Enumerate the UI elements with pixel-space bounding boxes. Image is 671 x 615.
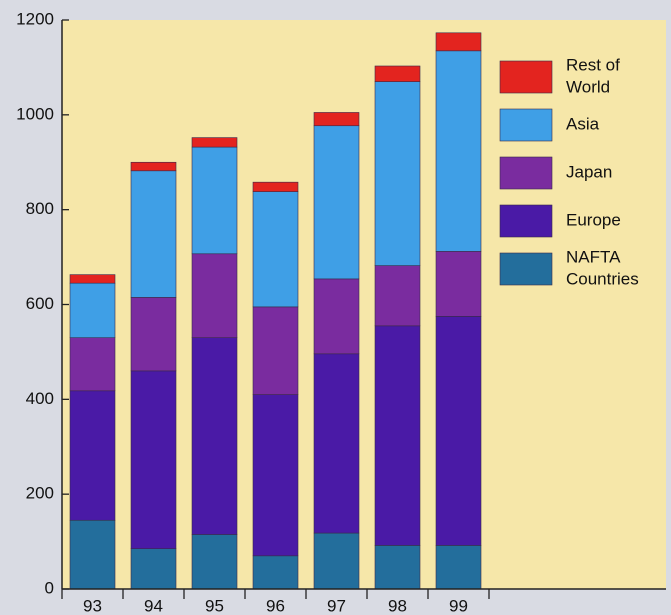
y-tick-label-600: 600: [26, 294, 54, 313]
x-tick-label-98: 98: [388, 596, 407, 615]
bar-segment-95-rest-of-world: [191, 137, 238, 148]
bar-segment-99-rest-of-world: [435, 32, 482, 52]
x-tick-label-96: 96: [266, 596, 285, 615]
y-tick-label-800: 800: [26, 199, 54, 218]
bar-segment-96-rest-of-world: [252, 181, 299, 192]
bar-segment-99-nafta: [435, 545, 482, 590]
bar-segment-97-asia: [313, 125, 360, 280]
bar-segment-96-europe: [252, 394, 299, 557]
bar-segment-93-japan: [69, 337, 116, 392]
bar-segment-97-japan: [313, 278, 360, 355]
bar-segment-99-europe: [435, 316, 482, 546]
y-tick-label-0: 0: [45, 578, 54, 597]
bar-segment-94-rest-of-world: [130, 161, 177, 172]
x-tick-label-93: 93: [83, 596, 102, 615]
bar-segment-93-asia: [69, 282, 116, 338]
x-tick-label-94: 94: [144, 596, 163, 615]
bar-segment-95-asia: [191, 146, 238, 255]
legend-label-rest-of-world: World: [566, 77, 610, 96]
bar-segment-95-europe: [191, 337, 238, 535]
bar-segment-96-asia: [252, 191, 299, 308]
y-tick-label-400: 400: [26, 389, 54, 408]
x-ticks-group: 93 94 95 96 97 98 99: [61, 589, 490, 615]
bar-segment-95-nafta: [191, 534, 238, 590]
legend-label-asia: Asia: [566, 114, 600, 133]
x-tick-label-97: 97: [327, 596, 346, 615]
bar-segment-98-nafta: [374, 545, 421, 590]
legend-label-nafta: NAFTA: [566, 247, 621, 266]
bar-segment-98-rest-of-world: [374, 65, 421, 82]
y-ticks-group: 0 200 400 600 800 1000 1200: [16, 9, 69, 597]
legend-swatch-europe: [499, 204, 553, 238]
bars-group: [69, 32, 482, 590]
bar-segment-93-rest-of-world: [69, 274, 116, 284]
bar-segment-98-europe: [374, 325, 421, 546]
legend-label-europe: Europe: [566, 210, 621, 229]
y-tick-label-200: 200: [26, 484, 54, 503]
bar-segment-93-nafta: [69, 519, 116, 590]
bar-segment-97-europe: [313, 353, 360, 534]
bar-segment-94-europe: [130, 370, 177, 549]
legend-label-japan: Japan: [566, 162, 612, 181]
legend-swatch-asia: [499, 108, 553, 142]
bar-segment-96-japan: [252, 306, 299, 395]
bar-segment-99-japan: [435, 251, 482, 317]
bar-segment-97-rest-of-world: [313, 112, 360, 127]
bar-segment-96-nafta: [252, 555, 299, 590]
legend-label-nafta: Countries: [566, 269, 639, 288]
bar-segment-95-japan: [191, 253, 238, 338]
legend-swatch-japan: [499, 156, 553, 190]
x-tick-label-99: 99: [449, 596, 468, 615]
bar-segment-98-asia: [374, 81, 421, 266]
legend: Rest of World Asia Japan Europe NAFTA Countrie…: [499, 55, 639, 288]
bar-segment-99-asia: [435, 50, 482, 252]
bar-segment-94-japan: [130, 297, 177, 372]
x-tick-label-95: 95: [205, 596, 224, 615]
y-tick-label-1000: 1000: [16, 104, 54, 123]
legend-swatch-nafta: [499, 252, 553, 286]
bar-segment-98-japan: [374, 265, 421, 327]
bar-segment-94-asia: [130, 170, 177, 298]
legend-label-rest-of-world: Rest of: [566, 55, 620, 74]
y-tick-label-1200: 1200: [16, 9, 54, 28]
legend-swatch-rest-of-world: [499, 60, 553, 94]
bar-segment-97-nafta: [313, 532, 360, 590]
bar-segment-93-europe: [69, 390, 116, 521]
bar-segment-94-nafta: [130, 548, 177, 590]
